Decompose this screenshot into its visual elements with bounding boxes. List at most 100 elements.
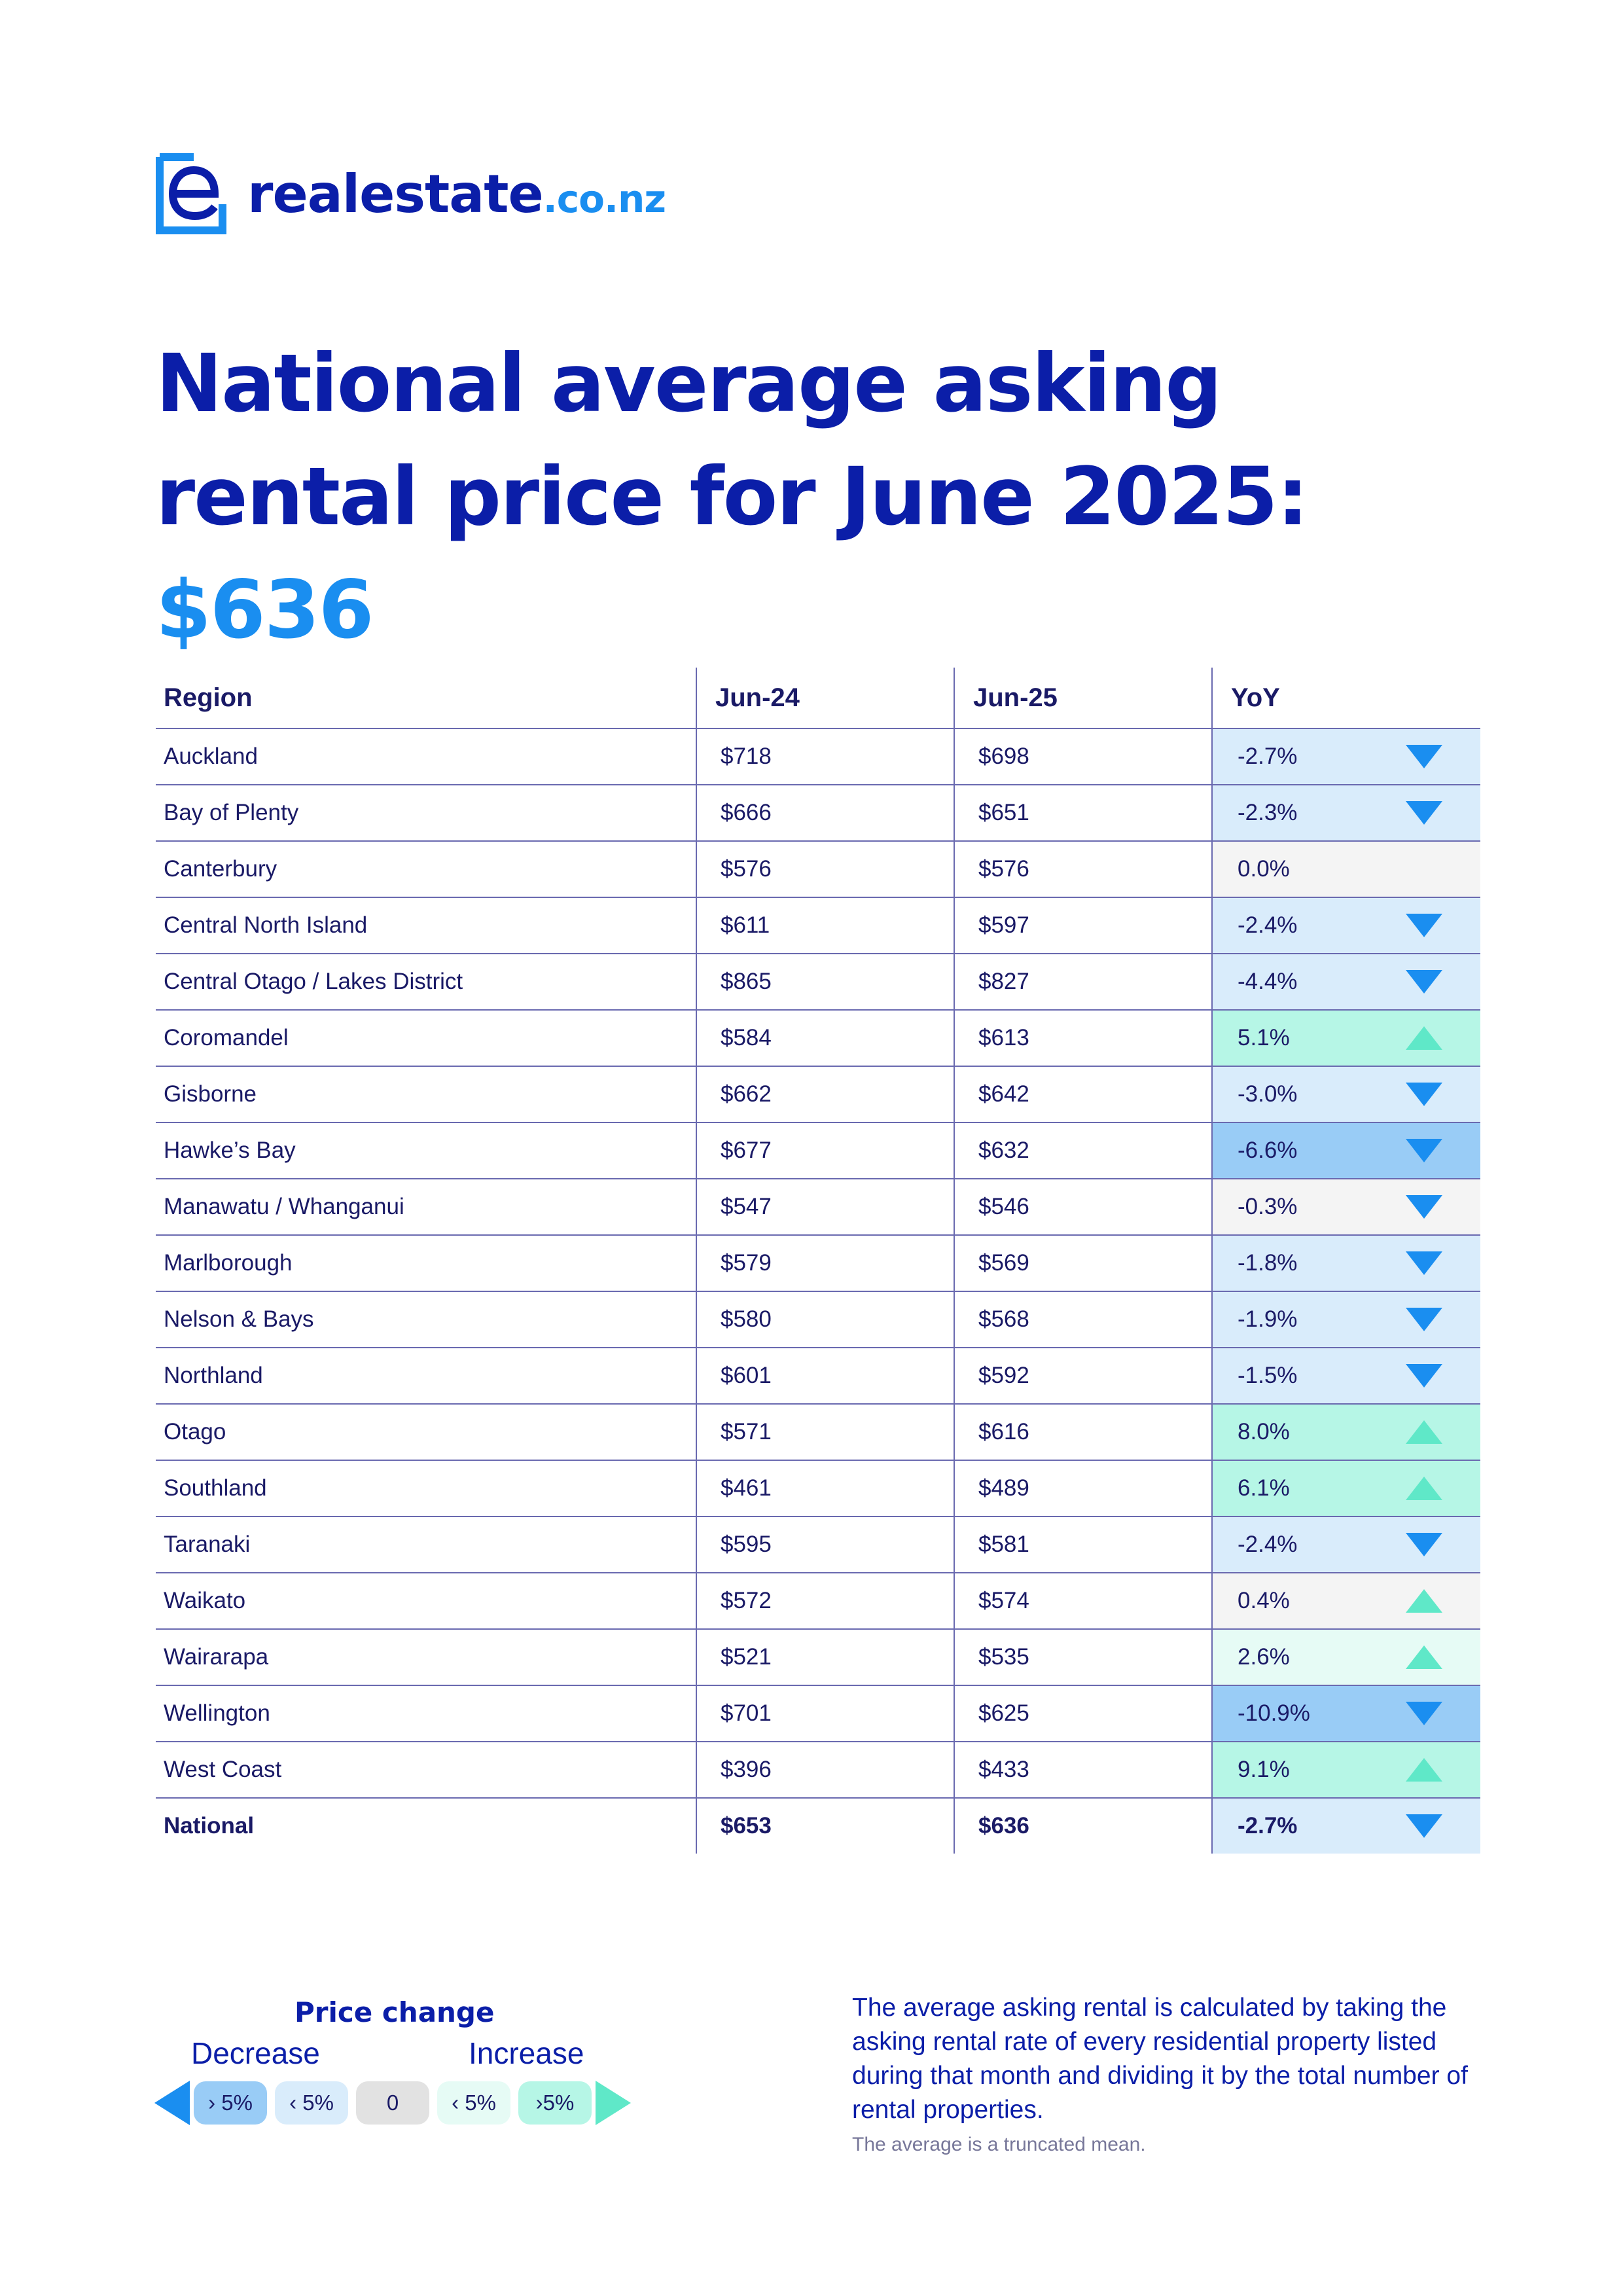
table-row: Southland $461 $489 6.1% [156,1460,1480,1516]
header-jun25: Jun-25 [954,668,1212,729]
region-cell: Northland [156,1347,696,1404]
jun25-cell: $592 [954,1347,1212,1404]
down-arrow-icon [1406,1364,1442,1388]
table-row: National $653 $636 -2.7% [156,1797,1480,1854]
region-cell: Taranaki [156,1516,696,1573]
yoy-cell: -0.3% [1211,1178,1480,1235]
region-cell-text: Central North Island [164,912,368,938]
brand-name: realestate [247,163,544,224]
down-arrow-icon [1406,1195,1442,1219]
table-row: Auckland $718 $698 -2.7% [156,728,1480,785]
yoy-cell-text: 5.1% [1238,1025,1290,1050]
yoy-cell-text: -2.4% [1238,912,1298,938]
jun25-cell-text: $625 [978,1700,1029,1726]
title-text: National average asking rental price for… [156,337,1309,543]
jun25-cell: $636 [954,1797,1212,1854]
yoy-cell: -1.8% [1211,1234,1480,1291]
jun24-cell: $396 [696,1741,954,1798]
jun25-cell: $613 [954,1009,1212,1066]
region-cell: Wellington [156,1685,696,1742]
region-cell-text: Gisborne [164,1081,257,1107]
brand-wordmark: realestate.co.nz [247,164,666,224]
yoy-cell: -6.6% [1211,1122,1480,1179]
jun25-cell: $568 [954,1291,1212,1348]
yoy-cell: -1.5% [1211,1347,1480,1404]
jun25-cell-text: $597 [978,912,1029,938]
jun25-cell-text: $632 [978,1138,1029,1163]
yoy-cell-text: 2.6% [1238,1644,1290,1670]
down-arrow-icon [1406,970,1442,994]
jun24-cell-text: $666 [721,800,772,825]
region-cell-text: Wairarapa [164,1644,269,1670]
yoy-cell-text: 9.1% [1238,1757,1290,1782]
legend-pill-big-increase: ›5% [518,2081,592,2125]
legend-title: Price change [294,1996,495,2028]
table-row: Northland $601 $592 -1.5% [156,1347,1480,1404]
jun24-cell: $865 [696,953,954,1010]
yoy-cell-text: 6.1% [1238,1475,1290,1501]
jun24-cell: $547 [696,1178,954,1235]
down-arrow-icon [1406,1139,1442,1162]
down-arrow-icon [1406,1814,1442,1838]
jun24-cell-text: $865 [721,969,772,994]
jun24-cell: $666 [696,784,954,841]
table-row: Bay of Plenty $666 $651 -2.3% [156,784,1480,841]
region-cell-text: Nelson & Bays [164,1306,314,1332]
up-arrow-icon [1406,1758,1442,1782]
region-cell-text: Hawke’s Bay [164,1138,296,1163]
yoy-cell: -1.9% [1211,1291,1480,1348]
yoy-cell-text: -1.5% [1238,1363,1298,1388]
yoy-cell: -10.9% [1211,1685,1480,1742]
jun24-cell-text: $584 [721,1025,772,1050]
jun24-cell-text: $653 [721,1813,772,1839]
jun24-cell-text: $718 [721,744,772,769]
jun25-cell-text: $592 [978,1363,1029,1388]
up-arrow-icon [1406,1026,1442,1050]
jun25-cell-text: $433 [978,1757,1029,1782]
jun24-cell: $662 [696,1066,954,1122]
jun25-cell: $827 [954,953,1212,1010]
jun25-cell-text: $698 [978,744,1029,769]
yoy-cell-text: -2.4% [1238,1532,1298,1557]
table-row: Manawatu / Whanganui $547 $546 -0.3% [156,1178,1480,1235]
legend-decrease-label: Decrease [191,2036,320,2070]
region-cell: Otago [156,1403,696,1460]
yoy-cell: -2.7% [1211,728,1480,785]
jun25-cell-text: $827 [978,969,1029,994]
region-cell-text: Manawatu / Whanganui [164,1194,404,1219]
jun24-cell-text: $572 [721,1588,772,1613]
header-yoy: YoY [1211,668,1480,729]
yoy-cell: 9.1% [1211,1741,1480,1798]
jun24-cell-text: $677 [721,1138,772,1163]
jun24-cell-text: $701 [721,1700,772,1726]
yoy-cell: -3.0% [1211,1066,1480,1122]
jun25-cell: $546 [954,1178,1212,1235]
yoy-cell-text: -2.7% [1238,1813,1298,1839]
region-cell-text: Waikato [164,1588,246,1613]
table-row: Taranaki $595 $581 -2.4% [156,1516,1480,1573]
table-header-row: Region Jun-24 Jun-25 YoY [156,668,1480,729]
region-cell-text: West Coast [164,1757,282,1782]
jun25-cell-text: $489 [978,1475,1029,1501]
table-row: Marlborough $579 $569 -1.8% [156,1234,1480,1291]
yoy-cell-text: -1.8% [1238,1250,1298,1276]
region-cell-text: Northland [164,1363,263,1388]
jun25-cell-text: $574 [978,1588,1029,1613]
brand-logo: realestate.co.nz [154,152,666,236]
region-cell: Wairarapa [156,1628,696,1685]
table-row: Wellington $701 $625 -10.9% [156,1685,1480,1742]
jun24-cell: $521 [696,1628,954,1685]
jun24-cell-text: $579 [721,1250,772,1276]
jun24-cell: $677 [696,1122,954,1179]
jun25-cell-text: $616 [978,1419,1029,1444]
yoy-cell-text: -2.3% [1238,800,1298,825]
table-row: Wairarapa $521 $535 2.6% [156,1628,1480,1685]
jun24-cell: $595 [696,1516,954,1573]
rental-price-table: Region Jun-24 Jun-25 YoY Auckland $718 $69… [156,668,1480,1854]
jun25-cell: $569 [954,1234,1212,1291]
yoy-cell-text: 8.0% [1238,1419,1290,1444]
jun24-cell-text: $571 [721,1419,772,1444]
region-cell-text: Bay of Plenty [164,800,299,825]
yoy-cell: -2.7% [1211,1797,1480,1854]
table-body: Auckland $718 $698 -2.7% Bay of Plenty $666 $6… [156,728,1480,1854]
